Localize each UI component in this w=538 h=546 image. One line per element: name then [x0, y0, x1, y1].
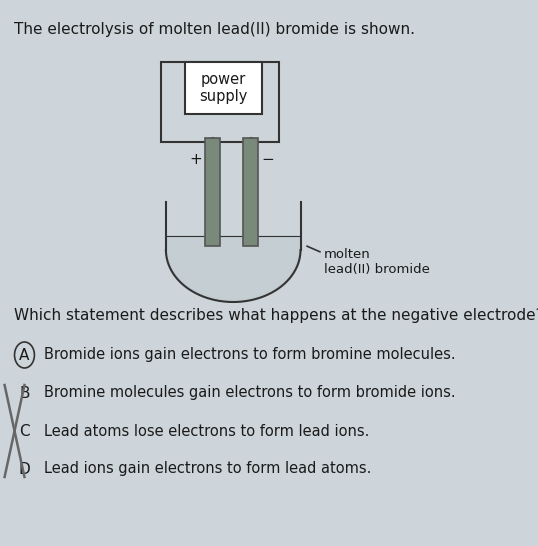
Text: C: C — [19, 424, 30, 438]
Text: A: A — [19, 347, 30, 363]
FancyBboxPatch shape — [205, 138, 220, 246]
Text: −: − — [261, 152, 274, 168]
Text: Which statement describes what happens at the negative electrode?: Which statement describes what happens a… — [14, 308, 538, 323]
Text: D: D — [19, 461, 30, 477]
FancyBboxPatch shape — [185, 62, 261, 114]
FancyBboxPatch shape — [243, 138, 258, 246]
Text: Lead atoms lose electrons to form lead ions.: Lead atoms lose electrons to form lead i… — [44, 424, 370, 438]
Text: Bromine molecules gain electrons to form bromide ions.: Bromine molecules gain electrons to form… — [44, 385, 456, 401]
Text: molten
lead(II) bromide: molten lead(II) bromide — [324, 248, 430, 276]
Text: +: + — [189, 152, 202, 168]
Text: B: B — [19, 385, 30, 401]
Text: Lead ions gain electrons to form lead atoms.: Lead ions gain electrons to form lead at… — [44, 461, 372, 477]
Text: The electrolysis of molten lead(II) bromide is shown.: The electrolysis of molten lead(II) brom… — [14, 22, 415, 37]
Polygon shape — [167, 236, 299, 300]
Text: power
supply: power supply — [199, 72, 247, 104]
Text: Bromide ions gain electrons to form bromine molecules.: Bromide ions gain electrons to form brom… — [44, 347, 456, 363]
